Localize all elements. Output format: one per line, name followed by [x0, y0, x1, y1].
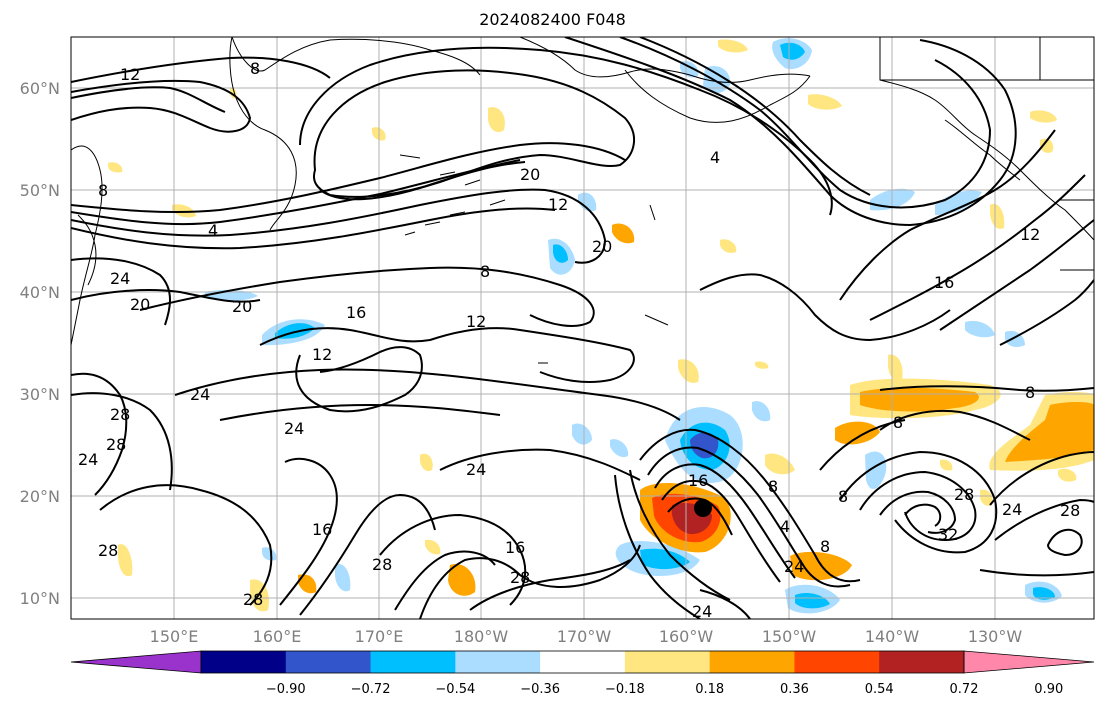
contour-label: 8	[893, 413, 903, 432]
colorbar-outline	[200, 650, 965, 674]
contour-label: 24	[110, 269, 130, 288]
contour-label: 16	[346, 303, 366, 322]
colorbar: −0.90 −0.72 −0.54 −0.36 −0.18 0.18 0.36 0.54 0.7…	[70, 650, 1095, 697]
contour-label: 20	[232, 297, 252, 316]
map-frame	[70, 36, 1095, 620]
contour-label: 24	[692, 602, 712, 621]
coastlines	[71, 37, 1094, 364]
contour-label: 20	[520, 165, 540, 184]
contour-label: 4	[780, 517, 790, 536]
colorbar-tick-label: 0.72	[950, 682, 979, 697]
map-background	[71, 37, 1094, 619]
contour-label: 28	[98, 541, 118, 560]
colorbar-segment	[624, 651, 711, 673]
contour-label: 16	[312, 520, 332, 539]
colorbar-tick-label: −0.90	[266, 682, 306, 697]
lat-label-40n: 40°N	[20, 283, 60, 302]
contour-label: 24	[78, 450, 98, 469]
lon-label-140w: 140°W	[865, 627, 920, 646]
contour-label: 24	[190, 385, 210, 404]
lat-label-10n: 10°N	[20, 589, 60, 608]
colorbar-extend-max	[963, 650, 1095, 674]
lon-label-180w: 180°W	[454, 627, 509, 646]
contour-label: 20	[130, 295, 150, 314]
contour-label: 28	[110, 405, 130, 424]
lat-label-60n: 60°N	[20, 79, 60, 98]
colorbar-tick-label: −0.54	[435, 682, 475, 697]
colorbar-tick-label: 0.18	[695, 682, 724, 697]
map-title: 2024082400 F048	[479, 10, 626, 29]
contour-label: 16	[688, 471, 708, 490]
colorbar-segment	[540, 651, 626, 673]
contour-label: 8	[820, 537, 830, 556]
contour-label: 4	[710, 148, 720, 167]
contour-label: 8	[98, 181, 108, 200]
colorbar-extend-min	[70, 650, 202, 674]
contour-label: 16	[505, 538, 525, 557]
contour-label: 12	[548, 195, 568, 214]
contour-label: 28	[954, 485, 974, 504]
colorbar-tick-label: −0.36	[520, 682, 560, 697]
lat-label-30n: 30°N	[20, 385, 60, 404]
colorbar-tick-label: −0.18	[605, 682, 645, 697]
contour-label: 16	[934, 273, 954, 292]
contour-label: 8	[838, 487, 848, 506]
colorbar-segment	[370, 651, 456, 673]
contour-label: 28	[510, 568, 530, 587]
contour-label: 12	[120, 65, 140, 84]
colorbar-segment	[201, 651, 287, 673]
contour-label: 24	[784, 557, 804, 576]
contour-label: 4	[208, 221, 218, 240]
contour-label: 8	[480, 262, 490, 281]
latitude-labels: 60°N 50°N 40°N 30°N 20°N 10°N	[20, 79, 60, 608]
lon-label-130w: 130°W	[968, 627, 1023, 646]
colorbar-segment	[455, 651, 541, 673]
lon-label-160e: 160°E	[253, 627, 302, 646]
lon-label-160w: 160°W	[659, 627, 714, 646]
contour-label: 24	[1002, 500, 1022, 519]
colorbar-tick-label: 0.36	[780, 682, 809, 697]
colorbar-segment	[709, 651, 795, 673]
contours	[71, 37, 1094, 619]
contour-label: 8	[768, 477, 778, 496]
storm-center-marker	[694, 499, 712, 517]
contour-label: 28	[106, 435, 126, 454]
lon-label-150w: 150°W	[762, 627, 817, 646]
contour-labels: 12 8 4 4 8 20 12 20 8 12 16 20 24 20 28 …	[78, 59, 1080, 621]
lat-label-50n: 50°N	[20, 181, 60, 200]
contour-label: 12	[466, 312, 486, 331]
colorbar-tick-label: 0.90	[1034, 682, 1063, 697]
contour-label: 24	[466, 460, 486, 479]
colorbar-tick-label: −0.72	[351, 682, 391, 697]
contour-label: 20	[592, 237, 612, 256]
contour-label: 8	[250, 59, 260, 78]
contour-label: 28	[372, 555, 392, 574]
contour-label: 8	[1025, 383, 1035, 402]
contour-label: 32	[938, 525, 958, 544]
colorbar-tick-label: 0.54	[865, 682, 894, 697]
colorbar-segment	[285, 651, 372, 673]
colorbar-segment	[794, 651, 880, 673]
lon-label-170e: 170°E	[355, 627, 404, 646]
contour-label: 28	[1060, 501, 1080, 520]
lat-label-20n: 20°N	[20, 487, 60, 506]
contour-label: 28	[243, 590, 263, 609]
contour-label: 24	[284, 419, 304, 438]
lon-label-170w: 170°W	[557, 627, 612, 646]
contour-label: 12	[312, 345, 332, 364]
colorbar-segment	[879, 651, 965, 673]
shading-negative	[205, 38, 1062, 614]
lon-label-150e: 150°E	[150, 627, 199, 646]
longitude-labels: 150°E 160°E 170°E 180°W 170°W 160°W 150°…	[150, 627, 1023, 646]
contour-label: 12	[1020, 225, 1040, 244]
